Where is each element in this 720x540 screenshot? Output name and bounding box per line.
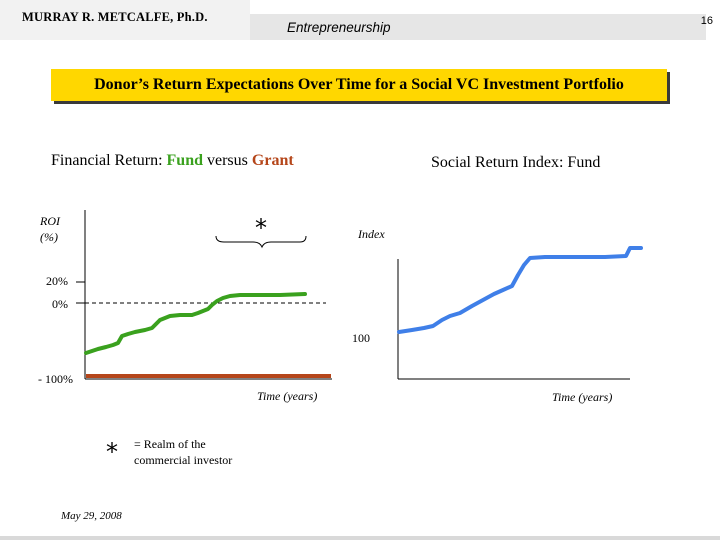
left-tick-label-20: 20% <box>46 274 68 288</box>
header-subject: Entrepreneurship <box>287 20 391 35</box>
right-chart-heading: Social Return Index: Fund <box>431 154 601 171</box>
footer-bar <box>0 536 720 540</box>
page-number: 16 <box>700 15 713 27</box>
right-y-label: Index <box>358 227 385 241</box>
left-chart-heading: Financial Return: Fund versus Grant <box>51 152 294 170</box>
realm-asterisk: * <box>255 214 267 242</box>
header-author-box <box>0 0 250 40</box>
header-author: MURRAY R. METCALFE, Ph.D. <box>22 10 208 24</box>
fund-social-line <box>397 246 643 334</box>
left-tick-label-0: 0% <box>52 297 68 311</box>
right-x-label: Time (years) <box>552 390 613 404</box>
fund-financial-line <box>84 292 307 355</box>
legend-text-line1: = Realm of the <box>134 437 206 451</box>
header-band <box>250 14 706 40</box>
footer-date: May 29, 2008 <box>61 510 122 522</box>
left-tick-label-neg100: - 100% <box>38 372 73 386</box>
left-y-label-line2: (%) <box>40 230 58 244</box>
right-tick-label-100: 100 <box>352 331 370 345</box>
heading-grant: Grant <box>251 152 294 169</box>
legend-asterisk: * <box>106 438 118 466</box>
commercial-realm-brace <box>215 235 307 249</box>
left-x-label: Time (years) <box>257 389 318 403</box>
legend-text-line2: commercial investor <box>134 453 233 467</box>
heading-mid: versus <box>203 152 252 169</box>
heading-prefix: Financial Return: <box>51 152 167 169</box>
slide-title: Donor’s Return Expectations Over Time fo… <box>51 69 667 101</box>
heading-fund: Fund <box>166 152 203 169</box>
left-y-label-line1: ROI <box>40 214 60 228</box>
